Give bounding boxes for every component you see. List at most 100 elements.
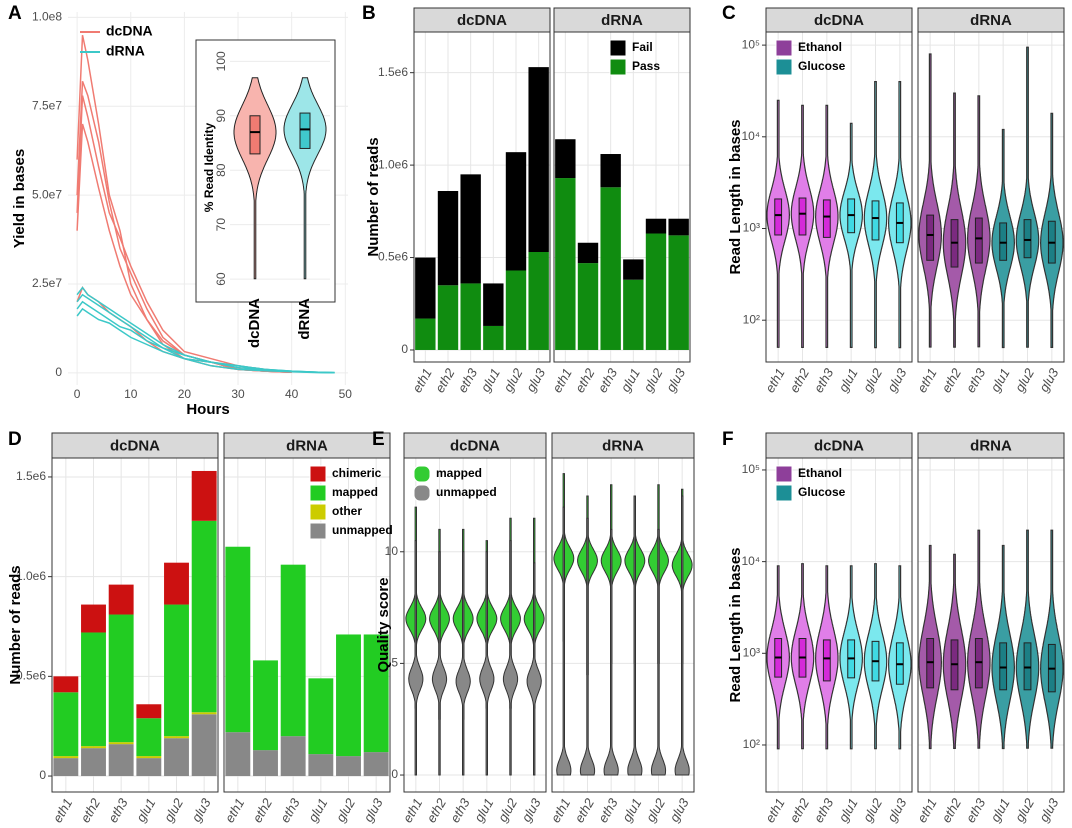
x-tick-label: eth1 <box>549 366 575 395</box>
legend-swatch <box>309 484 327 502</box>
violin <box>502 540 519 776</box>
x-tick-label: glu3 <box>1036 795 1062 824</box>
legend-swatch <box>309 465 327 483</box>
y-tick-label: 5.0e7 <box>32 187 62 201</box>
box <box>871 200 880 241</box>
violin <box>839 122 863 348</box>
panel <box>552 458 694 792</box>
x-tick-label: eth2 <box>938 795 964 825</box>
y-tick-label: 1.0e8 <box>32 10 62 24</box>
y-tick-label: 10² <box>743 312 760 326</box>
y-tick-label: 1.0e6 <box>378 157 408 171</box>
bar-segment <box>483 283 504 326</box>
bar-segment <box>483 325 504 350</box>
x-tick-label: 40 <box>285 387 299 401</box>
bar-segment <box>308 678 334 755</box>
x-tick-label: glu1 <box>987 366 1012 395</box>
panel <box>52 458 218 792</box>
bar-segment <box>108 584 134 615</box>
strip <box>403 432 547 459</box>
panel <box>766 458 912 792</box>
y-axis-title: Number of reads <box>365 137 382 256</box>
legend-swatch <box>309 522 327 540</box>
violin <box>526 562 542 776</box>
y-tick-label: 2.5e7 <box>32 276 62 290</box>
y-tick-label: 100 <box>214 51 228 71</box>
bar-segment <box>308 754 334 777</box>
x-tick-label: glu3 <box>884 365 910 394</box>
bar-segment <box>363 634 389 753</box>
violin <box>1015 46 1040 348</box>
x-tick-label: glu3 <box>360 795 386 824</box>
bar-segment <box>577 263 599 350</box>
bar-segment <box>363 752 389 777</box>
x-tick-label: glu3 <box>884 795 910 824</box>
panel <box>554 32 690 362</box>
violin <box>431 551 448 776</box>
x-tick-label: eth3 <box>595 795 621 825</box>
bar-segment <box>136 704 162 719</box>
x-tick-label: glu1 <box>305 796 330 825</box>
legend-swatch <box>775 465 793 483</box>
strip-label: dcDNA <box>814 12 864 29</box>
x-tick-label: glu1 <box>987 796 1012 825</box>
x-tick-label: dRNA <box>296 298 313 340</box>
x-tick-label: 0 <box>74 387 81 401</box>
legend-label: Glucose <box>798 485 846 499</box>
x-tick-label: eth1 <box>400 796 426 825</box>
legend-label: unmapped <box>436 485 497 499</box>
x-tick-label: glu2 <box>500 365 526 394</box>
strip <box>553 7 691 33</box>
x-tick-label: glu3 <box>518 795 544 824</box>
x-tick-label: eth2 <box>423 795 449 825</box>
bar-segment <box>336 756 361 777</box>
y-axis-title: Number of reads <box>7 565 24 684</box>
x-tick-label: eth3 <box>105 795 131 825</box>
x-tick-label: eth3 <box>447 795 473 825</box>
y-tick-label: 90 <box>214 109 228 123</box>
x-tick-label: glu2 <box>860 365 886 394</box>
bar-segment <box>164 736 189 739</box>
bar-segment <box>108 742 134 745</box>
bar-segment <box>81 746 106 749</box>
bar-segment <box>577 242 599 264</box>
x-tick-label: 50 <box>339 387 353 401</box>
panel-border <box>223 457 391 793</box>
panel-border <box>917 31 1065 363</box>
x-tick-label: glu1 <box>835 796 860 825</box>
bar-segment <box>136 718 162 757</box>
y-tick-label: 10⁵ <box>742 37 760 51</box>
legend-label: unmapped <box>332 523 393 537</box>
bar-segment <box>623 259 644 280</box>
legend-label: dRNA <box>106 43 145 59</box>
box <box>974 217 983 264</box>
panel <box>414 32 550 362</box>
y-tick-label: 5 <box>391 656 398 670</box>
y-tick-label: 80 <box>214 163 228 177</box>
panel-border <box>917 457 1065 793</box>
box <box>926 214 935 261</box>
legend-label: mapped <box>332 485 378 499</box>
bar-segment <box>253 660 278 751</box>
panel-border <box>553 31 691 363</box>
bar-segment <box>53 758 79 777</box>
y-tick-label: 10² <box>743 737 760 751</box>
box <box>999 222 1008 261</box>
inset-frame <box>195 39 336 303</box>
x-tick-label: glu2 <box>860 795 886 824</box>
bar-segment <box>81 632 106 747</box>
bar-segment <box>108 744 134 777</box>
box <box>774 198 783 236</box>
bar-segment <box>136 758 162 777</box>
legend-swatch <box>309 503 327 521</box>
bar-segment <box>164 604 189 737</box>
strip <box>917 7 1065 33</box>
x-tick-label: glu2 <box>495 795 521 824</box>
bar-segment <box>253 750 278 777</box>
bar-segment <box>645 233 667 350</box>
bar-segment <box>136 756 162 759</box>
y-tick-label: 7.5e7 <box>32 98 62 112</box>
x-tick-label: eth1 <box>762 366 788 395</box>
bar-segment <box>460 283 481 350</box>
legend-label: mapped <box>436 466 482 480</box>
